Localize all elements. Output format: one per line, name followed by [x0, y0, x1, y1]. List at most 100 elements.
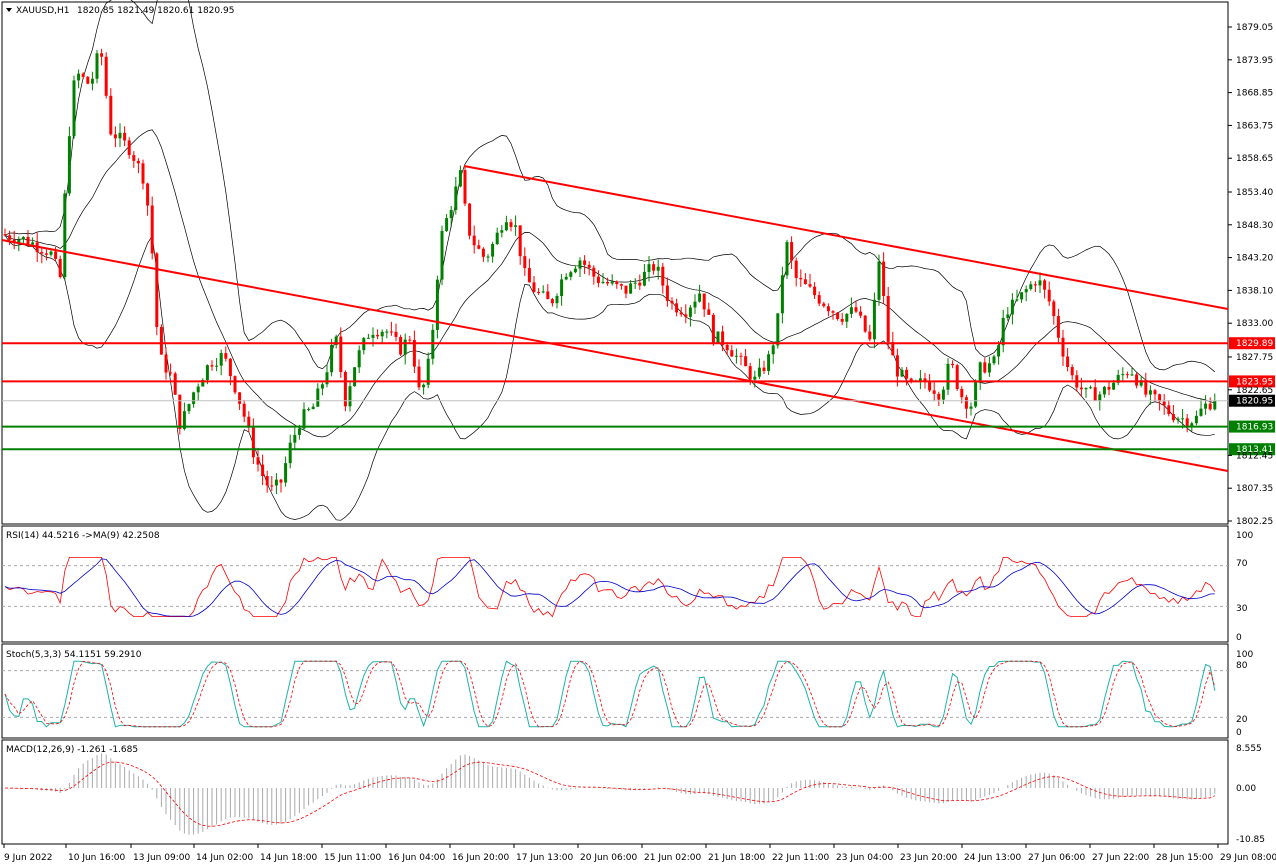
candle-body[interactable]	[72, 80, 76, 137]
candle-body[interactable]	[951, 363, 955, 366]
candle-body[interactable]	[26, 236, 30, 245]
candle-body[interactable]	[233, 376, 237, 393]
candle-body[interactable]	[307, 409, 311, 411]
candle-body[interactable]	[136, 160, 140, 164]
candle-body[interactable]	[1190, 423, 1194, 427]
candle-body[interactable]	[435, 279, 439, 330]
candle-body[interactable]	[794, 260, 798, 278]
candle-body[interactable]	[960, 388, 964, 398]
candle-body[interactable]	[675, 303, 679, 313]
candle-body[interactable]	[978, 362, 982, 382]
candle-body[interactable]	[491, 244, 495, 257]
candle-body[interactable]	[127, 140, 131, 156]
candle-body[interactable]	[339, 336, 343, 372]
candle-body[interactable]	[1194, 415, 1198, 424]
candle-body[interactable]	[1001, 317, 1005, 346]
candle-body[interactable]	[831, 311, 835, 313]
candle-body[interactable]	[210, 365, 214, 367]
candle-body[interactable]	[1102, 386, 1106, 395]
candle-body[interactable]	[169, 372, 173, 374]
candle-body[interactable]	[813, 286, 817, 296]
candle-body[interactable]	[1148, 390, 1152, 395]
candle-body[interactable]	[573, 268, 577, 273]
candle-body[interactable]	[997, 345, 1001, 357]
candle-body[interactable]	[753, 376, 757, 380]
candle-body[interactable]	[1047, 289, 1051, 302]
candle-body[interactable]	[468, 203, 472, 236]
candle-body[interactable]	[550, 299, 554, 304]
candle-body[interactable]	[251, 427, 255, 458]
candle-body[interactable]	[688, 307, 692, 317]
candle-body[interactable]	[845, 313, 849, 322]
candle-body[interactable]	[1098, 394, 1102, 401]
candle-body[interactable]	[1107, 386, 1111, 390]
candle-body[interactable]	[1121, 374, 1125, 376]
candle-body[interactable]	[849, 307, 853, 314]
candle-body[interactable]	[905, 369, 909, 379]
candle-body[interactable]	[578, 260, 582, 269]
candle-body[interactable]	[1171, 414, 1175, 421]
candle-body[interactable]	[164, 354, 168, 373]
candle-body[interactable]	[670, 300, 674, 304]
candle-body[interactable]	[711, 314, 715, 343]
candle-body[interactable]	[619, 284, 623, 286]
candle-body[interactable]	[918, 378, 922, 381]
candle-body[interactable]	[564, 276, 568, 280]
candle-body[interactable]	[840, 318, 844, 322]
candle-body[interactable]	[1029, 284, 1033, 290]
candle-body[interactable]	[1158, 394, 1162, 402]
candle-body[interactable]	[182, 411, 186, 429]
candle-body[interactable]	[799, 277, 803, 280]
upper-channel-line[interactable]	[463, 165, 1229, 310]
candle-body[interactable]	[8, 235, 12, 240]
candle-body[interactable]	[366, 337, 370, 339]
candle-body[interactable]	[215, 365, 219, 367]
candle-body[interactable]	[146, 183, 150, 206]
candle-body[interactable]	[748, 366, 752, 380]
candle-body[interactable]	[785, 242, 789, 276]
candle-body[interactable]	[389, 331, 393, 333]
candle-body[interactable]	[721, 331, 725, 345]
candle-body[interactable]	[1130, 374, 1134, 376]
candle-body[interactable]	[431, 329, 435, 359]
candle-body[interactable]	[201, 379, 205, 387]
candle-body[interactable]	[205, 365, 209, 380]
candle-body[interactable]	[242, 403, 246, 417]
candle-body[interactable]	[270, 485, 274, 487]
candle-body[interactable]	[458, 170, 462, 187]
candle-body[interactable]	[642, 271, 646, 286]
candle-body[interactable]	[265, 475, 269, 486]
candle-body[interactable]	[40, 252, 44, 254]
candle-body[interactable]	[569, 272, 573, 277]
candle-body[interactable]	[744, 356, 748, 367]
candle-body[interactable]	[822, 303, 826, 307]
candle-body[interactable]	[974, 381, 978, 407]
candle-body[interactable]	[596, 276, 600, 283]
candle-body[interactable]	[606, 281, 610, 284]
candle-body[interactable]	[449, 209, 453, 219]
candle-body[interactable]	[150, 205, 154, 254]
candle-body[interactable]	[1135, 374, 1139, 386]
candle-body[interactable]	[707, 309, 711, 315]
candle-body[interactable]	[518, 225, 522, 257]
candle-body[interactable]	[343, 371, 347, 407]
candle-body[interactable]	[481, 248, 485, 257]
candle-body[interactable]	[293, 434, 297, 443]
candle-body[interactable]	[422, 384, 426, 388]
candle-body[interactable]	[1038, 280, 1042, 286]
candle-body[interactable]	[863, 315, 867, 332]
candle-body[interactable]	[81, 73, 85, 77]
candle-body[interactable]	[1213, 400, 1217, 410]
candle-body[interactable]	[661, 266, 665, 286]
candle-body[interactable]	[771, 345, 775, 355]
candle-body[interactable]	[1167, 405, 1171, 415]
candle-body[interactable]	[228, 358, 232, 377]
candle-body[interactable]	[192, 392, 196, 405]
candle-body[interactable]	[615, 281, 619, 285]
candle-body[interactable]	[987, 363, 991, 373]
candle-body[interactable]	[730, 350, 734, 357]
candle-body[interactable]	[941, 389, 945, 400]
candle-body[interactable]	[1144, 380, 1148, 395]
candle-body[interactable]	[196, 386, 200, 393]
candle-body[interactable]	[633, 282, 637, 284]
